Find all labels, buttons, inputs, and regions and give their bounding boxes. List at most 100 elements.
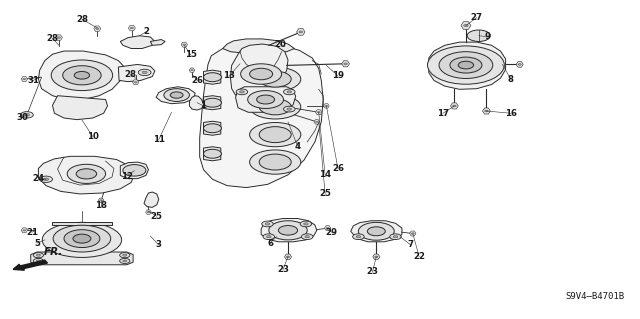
Circle shape [301, 234, 313, 240]
Polygon shape [285, 254, 292, 260]
Ellipse shape [467, 30, 490, 41]
Circle shape [317, 112, 320, 113]
Circle shape [266, 235, 271, 238]
Ellipse shape [259, 154, 291, 170]
Ellipse shape [250, 67, 301, 91]
Ellipse shape [241, 64, 282, 84]
Text: 1: 1 [200, 101, 207, 110]
Circle shape [287, 256, 290, 258]
Circle shape [375, 256, 378, 258]
Circle shape [463, 25, 468, 26]
Ellipse shape [204, 149, 221, 158]
Ellipse shape [257, 95, 275, 104]
Polygon shape [52, 96, 108, 120]
Polygon shape [314, 120, 319, 124]
Ellipse shape [64, 230, 100, 248]
Circle shape [24, 114, 29, 116]
Text: 26: 26 [332, 164, 344, 173]
Ellipse shape [51, 60, 113, 91]
Ellipse shape [250, 68, 273, 80]
Polygon shape [200, 43, 323, 188]
Text: 2: 2 [143, 27, 149, 36]
Circle shape [263, 234, 275, 240]
Text: 17: 17 [437, 109, 449, 118]
Circle shape [265, 223, 270, 225]
Text: 10: 10 [87, 132, 99, 141]
Polygon shape [230, 44, 288, 100]
Circle shape [120, 253, 130, 258]
Ellipse shape [204, 124, 221, 133]
Polygon shape [189, 96, 204, 110]
Circle shape [100, 200, 102, 201]
Circle shape [36, 260, 40, 262]
Polygon shape [516, 62, 524, 67]
Circle shape [33, 253, 44, 258]
Ellipse shape [42, 222, 122, 257]
Circle shape [484, 110, 488, 112]
Polygon shape [144, 192, 159, 207]
Circle shape [284, 89, 295, 95]
Polygon shape [204, 70, 221, 84]
Polygon shape [181, 42, 188, 47]
FancyArrow shape [13, 260, 47, 270]
Ellipse shape [259, 127, 291, 143]
Circle shape [393, 235, 398, 238]
Text: 27: 27 [471, 13, 483, 22]
Ellipse shape [170, 92, 183, 98]
Ellipse shape [259, 99, 291, 115]
Text: 23: 23 [277, 265, 289, 274]
Ellipse shape [367, 227, 385, 236]
Circle shape [44, 178, 49, 181]
Polygon shape [56, 35, 63, 41]
Polygon shape [410, 231, 416, 236]
Text: 28: 28 [125, 70, 136, 78]
Text: 20: 20 [275, 40, 286, 48]
Circle shape [300, 221, 312, 227]
Circle shape [23, 230, 26, 231]
Ellipse shape [458, 61, 474, 69]
Circle shape [412, 233, 414, 234]
Polygon shape [223, 39, 294, 54]
Circle shape [287, 91, 292, 93]
Polygon shape [261, 219, 317, 242]
Circle shape [147, 211, 150, 213]
Polygon shape [324, 226, 331, 231]
Circle shape [120, 258, 130, 263]
Polygon shape [189, 68, 195, 72]
Circle shape [36, 254, 40, 256]
Polygon shape [21, 228, 28, 233]
Circle shape [33, 258, 44, 263]
Ellipse shape [74, 71, 90, 79]
Circle shape [236, 89, 248, 95]
Polygon shape [146, 210, 151, 214]
Text: 26: 26 [191, 76, 203, 85]
Circle shape [123, 254, 127, 256]
Circle shape [353, 234, 364, 240]
Polygon shape [150, 40, 165, 45]
Text: 8: 8 [508, 75, 514, 84]
Polygon shape [461, 22, 471, 29]
Circle shape [191, 70, 193, 71]
Circle shape [40, 176, 52, 182]
Circle shape [58, 37, 60, 39]
Circle shape [390, 234, 401, 240]
Text: 5: 5 [34, 239, 40, 248]
Ellipse shape [358, 222, 394, 240]
Circle shape [287, 108, 292, 110]
Text: 13: 13 [223, 71, 235, 80]
Circle shape [183, 44, 186, 45]
Circle shape [239, 91, 244, 93]
Circle shape [262, 221, 273, 227]
Text: 15: 15 [185, 50, 196, 59]
Text: 24: 24 [33, 174, 44, 182]
Text: 12: 12 [121, 172, 132, 181]
Polygon shape [120, 36, 155, 48]
Ellipse shape [439, 52, 493, 78]
Ellipse shape [450, 57, 482, 73]
Polygon shape [296, 29, 305, 35]
Polygon shape [128, 25, 136, 31]
Polygon shape [429, 42, 506, 89]
Ellipse shape [123, 165, 146, 176]
Text: 30: 30 [17, 113, 28, 122]
Polygon shape [372, 254, 380, 260]
